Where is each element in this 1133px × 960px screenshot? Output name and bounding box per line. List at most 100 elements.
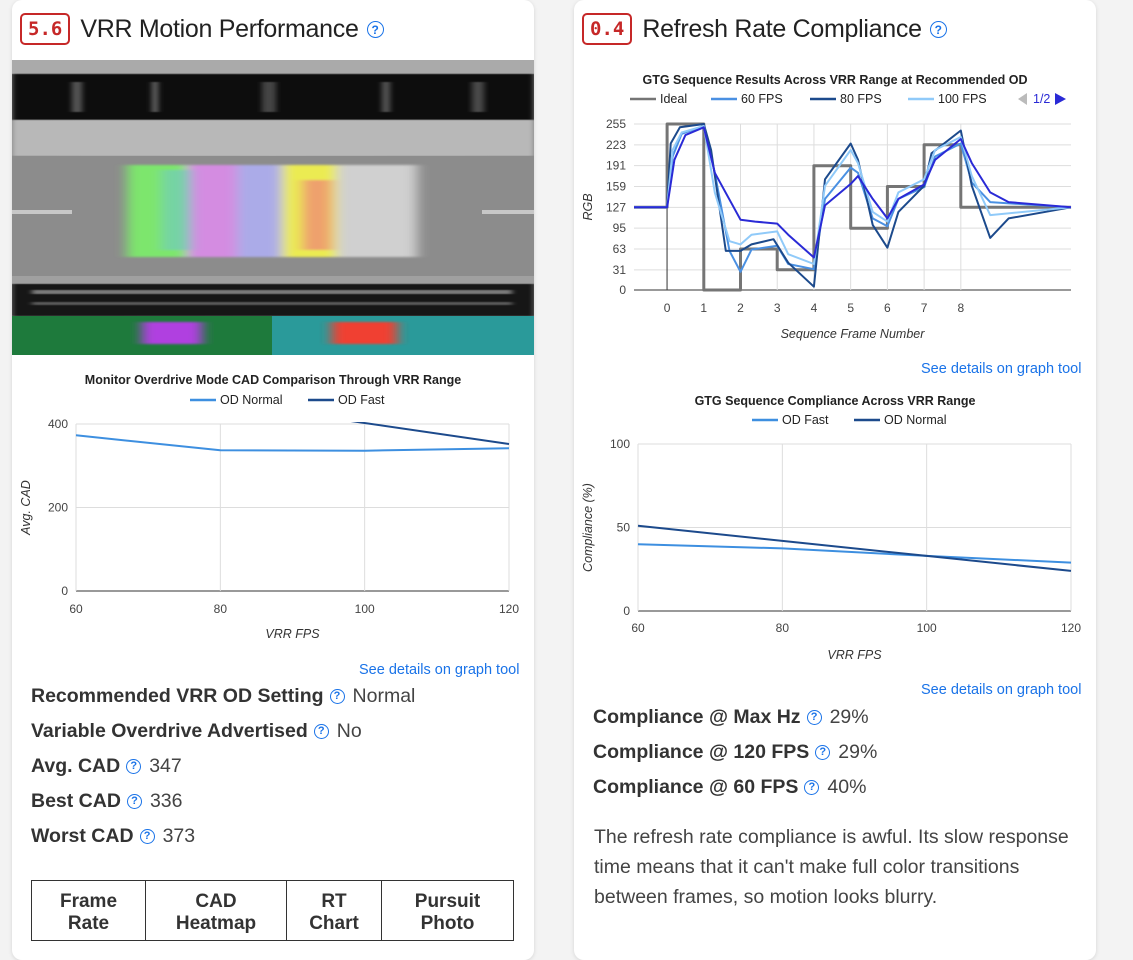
help-icon[interactable]: ? [126, 759, 142, 774]
table-header-pursuit-photo[interactable]: Pursuit Photo [381, 880, 514, 941]
spec-value: 336 [149, 790, 183, 812]
cad-chart[interactable]: Monitor Overdrive Mode CAD Comparison Th… [12, 366, 534, 656]
help-icon[interactable]: ? [804, 780, 820, 795]
compliance-chart[interactable]: GTG Sequence Compliance Across VRR Range… [574, 386, 1096, 676]
spec-label: Variable Overdrive Advertised [31, 720, 308, 742]
pager-next-icon [1055, 93, 1066, 105]
vrr-motion-card: 5.6 VRR Motion Performance? [12, 0, 534, 960]
x-tick-label: 60 [69, 602, 83, 616]
spec-row: Compliance @ 60 FPS? 40% [593, 776, 866, 799]
spec-value: 40% [827, 776, 867, 798]
series-line [634, 125, 1072, 265]
gtg-chart[interactable]: GTG Sequence Results Across VRR Range at… [574, 62, 1096, 352]
y-tick-label: 100 [610, 437, 630, 451]
help-icon[interactable]: ? [126, 794, 142, 809]
graph-tool-link[interactable]: See details on graph tool [921, 682, 1082, 698]
spec-label: Avg. CAD [31, 755, 121, 777]
x-axis-label: VRR FPS [827, 648, 882, 662]
card-header: 5.6 VRR Motion Performance? [20, 12, 384, 46]
score-badge: 5.6 [20, 13, 71, 45]
y-tick-label: 0 [619, 283, 626, 297]
y-axis-label: Compliance (%) [581, 483, 595, 572]
x-tick-label: 80 [214, 602, 228, 616]
help-icon[interactable]: ? [806, 710, 822, 725]
legend-label: OD Normal [220, 393, 283, 407]
spec-value: No [336, 720, 362, 742]
header-line: Rate [67, 913, 110, 934]
header-line: Pursuit [414, 891, 481, 912]
x-tick-label: 3 [774, 301, 781, 315]
pager-label: 1/2 [1033, 92, 1050, 106]
gtg-chart-svg: GTG Sequence Results Across VRR Range at… [581, 73, 1072, 341]
spec-row: Best CAD? 336 [31, 790, 182, 813]
y-tick-label: 50 [617, 521, 631, 535]
card-header: 0.4 Refresh Rate Compliance? [582, 12, 947, 46]
spec-label: Compliance @ Max Hz [593, 706, 801, 728]
help-icon[interactable]: ? [329, 689, 345, 704]
graph-tool-link[interactable]: See details on graph tool [359, 662, 520, 678]
x-tick-label: 100 [917, 621, 937, 635]
graph-tool-link[interactable]: See details on graph tool [921, 361, 1082, 377]
series-line [637, 524, 1072, 572]
spec-row: Compliance @ 120 FPS? 29% [593, 741, 877, 764]
card-title: Refresh Rate Compliance? [642, 14, 947, 44]
spec-row: Worst CAD? 373 [31, 825, 195, 848]
x-tick-label: 0 [664, 301, 671, 315]
series-line [637, 543, 1072, 564]
chart-title: Monitor Overdrive Mode CAD Comparison Th… [85, 373, 461, 387]
spec-value: 373 [162, 825, 196, 847]
legend-label: Ideal [660, 92, 687, 106]
pager-prev-icon [1018, 93, 1027, 105]
pursuit-photo-image [12, 60, 534, 355]
y-tick-label: 223 [606, 138, 626, 152]
pursuit-photo[interactable] [12, 60, 534, 355]
x-tick-label: 1 [700, 301, 707, 315]
spec-value: 29% [829, 706, 869, 728]
legend-label: 100 FPS [938, 92, 987, 106]
legend-label: 80 FPS [840, 92, 882, 106]
help-icon[interactable]: ? [815, 745, 831, 760]
spec-row: Variable Overdrive Advertised? No [31, 720, 362, 743]
x-tick-label: 4 [811, 301, 818, 315]
y-tick-label: 95 [613, 221, 627, 235]
help-icon[interactable]: ? [139, 829, 155, 844]
help-icon[interactable]: ? [366, 21, 384, 39]
chart-title: GTG Sequence Compliance Across VRR Range [695, 394, 976, 408]
series-line [350, 422, 510, 445]
spec-label: Recommended VRR OD Setting [31, 685, 324, 707]
header-line: Chart [309, 913, 359, 934]
legend-label: OD Normal [884, 413, 947, 427]
table-header-frame-rate[interactable]: Frame Rate [31, 880, 146, 941]
cad-chart-svg: Monitor Overdrive Mode CAD Comparison Th… [19, 373, 519, 641]
card-title-text: Refresh Rate Compliance [642, 14, 922, 43]
legend-label: 60 FPS [741, 92, 783, 106]
x-tick-label: 120 [499, 602, 519, 616]
x-axis-label: Sequence Frame Number [781, 327, 926, 341]
spec-value: 347 [149, 755, 182, 777]
legend-label: OD Fast [338, 393, 385, 407]
y-tick-label: 255 [606, 117, 626, 131]
spec-label: Compliance @ 120 FPS [593, 741, 810, 763]
spec-row: Recommended VRR OD Setting? Normal [31, 685, 415, 708]
spec-label: Compliance @ 60 FPS [593, 776, 799, 798]
series-line [634, 123, 1072, 288]
card-title-text: VRR Motion Performance [80, 14, 359, 43]
help-icon[interactable]: ? [929, 21, 947, 39]
card-title: VRR Motion Performance? [80, 14, 384, 44]
vrr-table: Frame Rate CAD Heatmap RT Chart Pursuit Phot… [31, 880, 514, 941]
x-tick-label: 60 [631, 621, 645, 635]
table-header-cad-heatmap[interactable]: CAD Heatmap [145, 880, 287, 941]
table-header-row: Frame Rate CAD Heatmap RT Chart Pursuit Phot… [31, 880, 514, 941]
header-line: RT [321, 891, 347, 912]
x-tick-label: 7 [921, 301, 928, 315]
help-icon[interactable]: ? [313, 724, 329, 739]
spec-label: Worst CAD [31, 825, 134, 847]
y-tick-label: 400 [48, 417, 68, 431]
spec-value: 29% [838, 741, 878, 763]
header-line: CAD [195, 891, 237, 912]
y-axis-label: Avg. CAD [19, 480, 33, 536]
score-badge: 0.4 [582, 13, 633, 45]
x-tick-label: 5 [847, 301, 854, 315]
table-header-rt-chart[interactable]: RT Chart [286, 880, 382, 941]
y-tick-label: 200 [48, 501, 68, 515]
